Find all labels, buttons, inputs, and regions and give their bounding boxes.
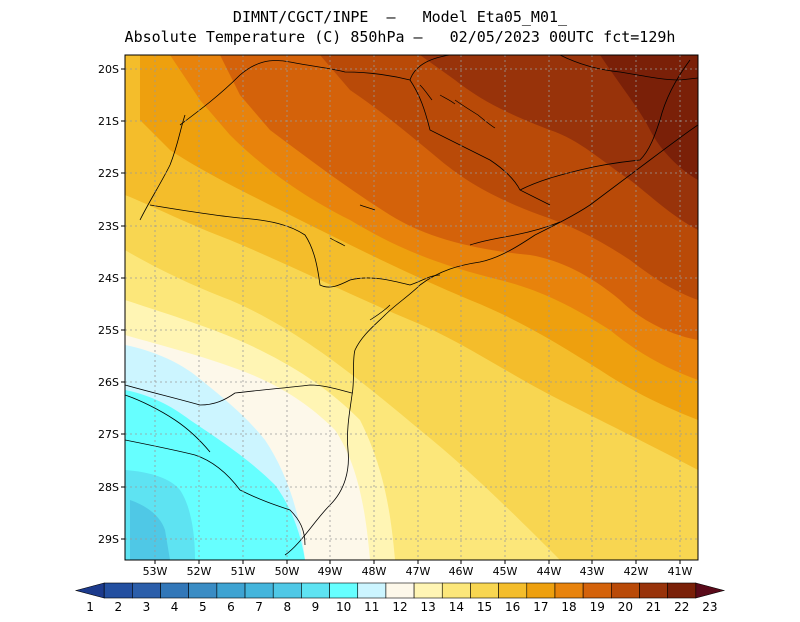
lon-label: 42W: [624, 565, 649, 578]
border-sc-rs: [125, 439, 306, 546]
lat-label: 29S: [98, 533, 119, 546]
colorbar-label: 20: [618, 600, 633, 614]
border-mg: [179, 60, 551, 206]
lon-label: 46W: [449, 565, 474, 578]
colorbar-swatch: [441, 582, 471, 599]
colorbar-swatch: [582, 582, 612, 599]
band-21: [420, 55, 698, 230]
colorbar-label: 23: [702, 600, 717, 614]
lat-lon-grid: [125, 55, 698, 560]
map-title-line-2: Absolute Temperature (C) 850hPa – 02/05/…: [124, 28, 676, 46]
colorbar-label: 1: [86, 600, 94, 614]
lat-label: 22S: [98, 167, 119, 180]
colorbar-label: 7: [255, 600, 263, 614]
colorbar-swatch: [103, 582, 133, 599]
colorbar-label: 2: [114, 600, 122, 614]
colorbar-arrow-low: [74, 582, 105, 599]
lon-label: 45W: [493, 565, 518, 578]
colorbar-swatch: [554, 582, 584, 599]
colorbar-label: 5: [199, 600, 207, 614]
colorbar-label: 11: [364, 600, 379, 614]
colorbar-arrow-high: [695, 582, 726, 599]
colorbar-swatch: [272, 582, 302, 599]
lat-label: 28S: [98, 481, 119, 494]
lat-label: 25S: [98, 324, 119, 337]
colorbar-label: 4: [171, 600, 179, 614]
border-ms-sp: [139, 114, 186, 221]
lon-label: 47W: [406, 565, 431, 578]
border-ba: [559, 55, 698, 81]
colorbar-swatch: [526, 582, 556, 599]
lat-label: 23S: [98, 220, 119, 233]
colorbar-swatch: [244, 582, 274, 599]
lon-label: 50W: [275, 565, 300, 578]
colorbar-label: 19: [590, 600, 605, 614]
temperature-field: [125, 55, 698, 560]
colorbar-label: 12: [392, 600, 407, 614]
colorbar-swatch: [160, 582, 189, 599]
color-bar: 1 2 3 4 5 6 7 8 9 10 11 12 13 14 15 16 17 18 19 20 21 22 23: [74, 582, 726, 614]
colorbar-swatch: [611, 582, 640, 599]
border-sp-pr: [149, 204, 441, 288]
colorbar-label: 10: [336, 600, 351, 614]
border-es-mg: [519, 59, 691, 191]
lon-labels: 53W 52W 51W 50W 49W 48W 47W 46W 45W 44W …: [143, 565, 693, 578]
colorbar-label: 15: [477, 600, 492, 614]
map-frame: [124, 54, 699, 561]
lat-axis: [121, 68, 125, 540]
lat-label: 20S: [98, 63, 119, 76]
colorbar-swatch: [132, 582, 161, 599]
colorbar-label: 13: [421, 600, 436, 614]
lon-label: 48W: [362, 565, 387, 578]
colorbar-swatch: [470, 582, 499, 599]
lon-label: 51W: [231, 565, 256, 578]
colorbar-swatch: [216, 582, 246, 599]
lon-axis: [154, 560, 681, 564]
coastline-borders: [125, 55, 698, 556]
lon-label: 53W: [143, 565, 168, 578]
lon-label: 41W: [668, 565, 693, 578]
colorbar-swatch: [188, 582, 218, 599]
lon-label: 43W: [580, 565, 605, 578]
colorbar-label: 9: [312, 600, 320, 614]
colorbar-swatch: [357, 582, 387, 599]
colorbar-swatch: [385, 582, 415, 599]
colorbar-label: 14: [449, 600, 464, 614]
reservoirs: [329, 84, 496, 321]
colorbar-swatch: [301, 582, 330, 599]
colorbar-label: 18: [561, 600, 576, 614]
colorbar-label: 16: [505, 600, 520, 614]
colorbar-swatch: [498, 582, 528, 599]
lon-label: 52W: [187, 565, 212, 578]
colorbar-label: 17: [533, 600, 548, 614]
map-title-line-1: DIMNT/CGCT/INPE – Model Eta05_M01_: [232, 8, 568, 26]
colorbar-swatch: [667, 582, 697, 599]
colorbar-label: 8: [283, 600, 291, 614]
lon-label: 49W: [318, 565, 343, 578]
colorbar-swatch: [413, 582, 443, 599]
lat-label: 21S: [98, 115, 119, 128]
band-7: [130, 500, 170, 560]
colorbar-swatch: [329, 582, 359, 599]
lat-label: 24S: [98, 272, 119, 285]
lat-label: 26S: [98, 376, 119, 389]
colorbar-label: 21: [646, 600, 661, 614]
lat-label: 27S: [98, 428, 119, 441]
border-pr-sc: [125, 384, 353, 406]
colorbar-label: 3: [143, 600, 151, 614]
lon-label: 44W: [537, 565, 562, 578]
border-paraguay: [125, 394, 211, 453]
colorbar-label: 6: [227, 600, 235, 614]
border-go: [409, 55, 451, 81]
border-rj: [469, 221, 561, 246]
lat-labels: 20S 21S 22S 23S 24S 25S 26S 27S 28S 29S: [98, 63, 119, 546]
colorbar-label: 22: [674, 600, 689, 614]
colorbar-swatch: [639, 582, 668, 599]
coastline: [284, 124, 698, 556]
